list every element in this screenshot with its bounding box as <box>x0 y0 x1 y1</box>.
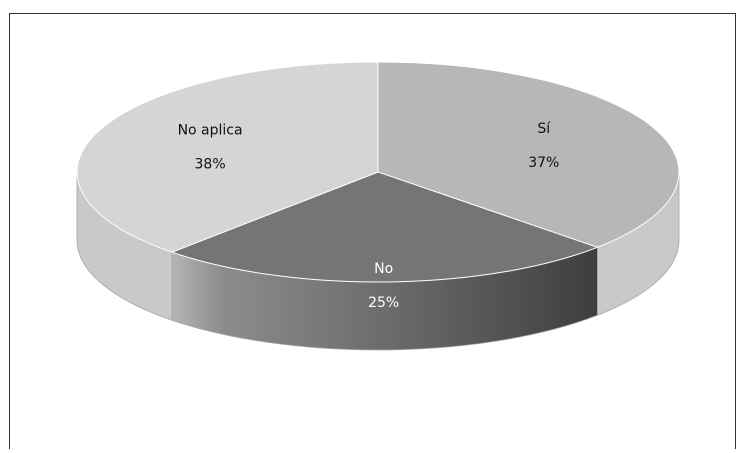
chart-frame <box>9 13 736 449</box>
slice-percent-no: 25% <box>368 295 399 311</box>
pie-slice-si <box>377 61 680 248</box>
slice-percent-si: 37% <box>528 155 559 171</box>
slice-percent-no-aplica: 38% <box>195 157 226 173</box>
pie-slice-no <box>171 171 598 283</box>
pie-slice-no-aplica <box>76 61 379 253</box>
pie-tops <box>76 61 680 283</box>
slice-label-no-aplica: No aplica <box>178 123 243 139</box>
slice-label-no: No <box>374 261 393 277</box>
pie-sides <box>76 171 680 351</box>
slice-label-si: Sí <box>537 121 551 137</box>
pie-labels: Sí 37% No 25% No aplica 38% <box>178 121 560 311</box>
